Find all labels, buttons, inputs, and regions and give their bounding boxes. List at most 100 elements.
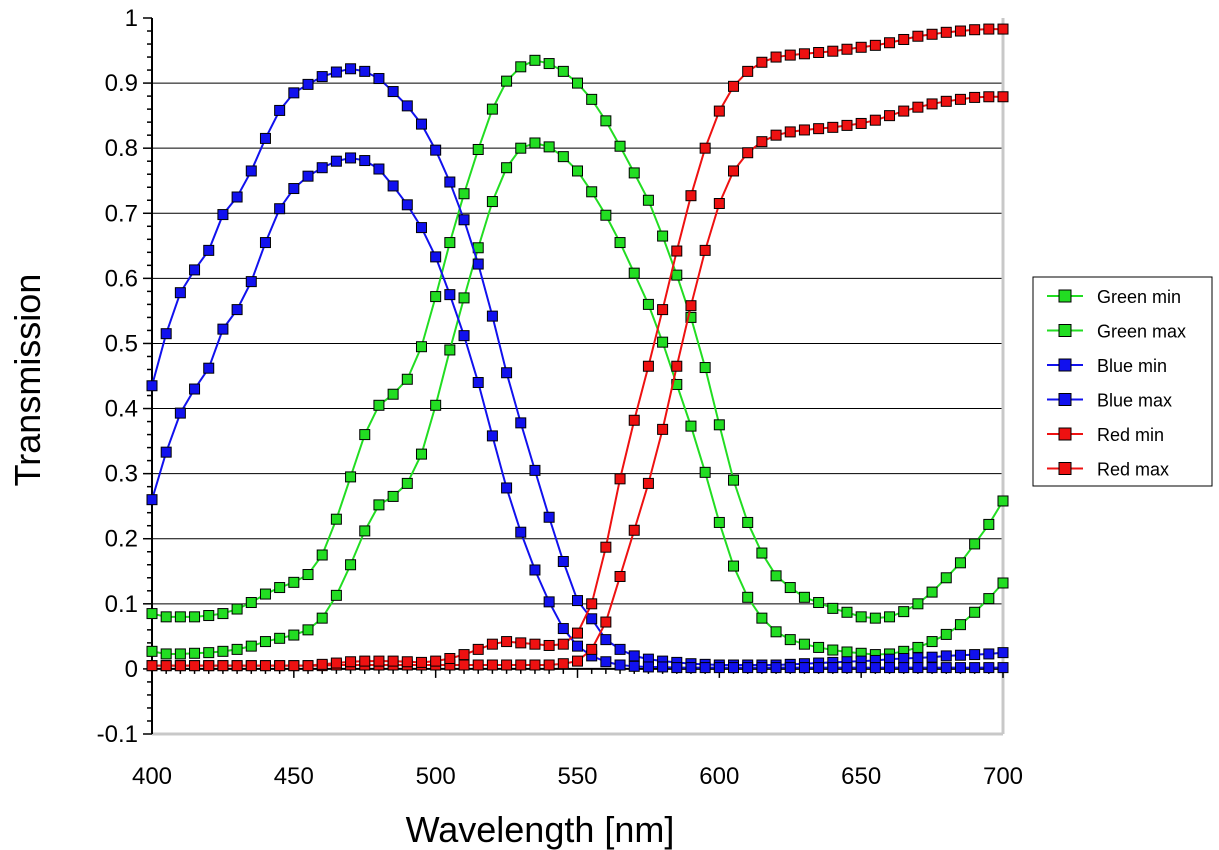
data-point <box>359 655 371 667</box>
data-point <box>174 287 186 299</box>
data-point <box>160 328 172 340</box>
data-point <box>699 662 711 674</box>
data-point <box>387 388 399 400</box>
data-point <box>997 647 1009 659</box>
data-point <box>983 648 995 660</box>
data-point <box>713 419 725 431</box>
data-point <box>543 639 555 651</box>
data-point <box>699 466 711 478</box>
data-point <box>969 24 981 36</box>
data-point <box>642 194 654 206</box>
legend-item: Green min <box>1047 287 1181 307</box>
data-point <box>770 662 782 674</box>
data-point <box>600 209 612 221</box>
legend-label: Red max <box>1097 460 1169 480</box>
data-point <box>430 144 442 156</box>
data-point <box>203 244 215 256</box>
data-point <box>827 644 839 656</box>
data-point <box>869 39 881 51</box>
legend-marker <box>1058 358 1072 372</box>
data-point <box>486 638 498 650</box>
data-point <box>572 77 583 89</box>
data-point <box>798 48 810 60</box>
data-point <box>586 93 598 105</box>
data-point <box>217 209 229 221</box>
data-point <box>557 638 569 650</box>
data-point <box>359 525 371 537</box>
data-point <box>401 100 413 112</box>
data-point <box>969 91 981 103</box>
data-point <box>969 606 981 618</box>
data-point <box>657 336 669 348</box>
data-point <box>217 645 229 657</box>
data-point <box>529 54 541 66</box>
data-point <box>699 362 711 374</box>
data-point <box>997 495 1009 507</box>
data-point <box>259 660 271 672</box>
data-point <box>600 616 612 628</box>
series-blue-max <box>146 152 1009 674</box>
data-point <box>486 310 498 322</box>
data-point <box>642 360 654 372</box>
data-point <box>302 660 314 672</box>
tick-labels: -0.1 0 0.1 0.2 0.3 0.4 0.5 0.6 0.7 0.8 0.9 1 400 450 5… <box>97 5 1023 790</box>
data-point <box>189 647 201 659</box>
data-point <box>345 63 357 75</box>
data-point <box>501 482 513 494</box>
data-point <box>855 117 867 129</box>
data-point <box>274 104 286 116</box>
data-point <box>940 662 952 674</box>
data-point <box>572 655 583 667</box>
data-point <box>529 137 541 149</box>
data-point <box>274 203 286 215</box>
data-point <box>401 373 413 385</box>
data-point <box>969 538 981 550</box>
data-point <box>557 151 569 163</box>
legend-label: Blue max <box>1097 391 1172 411</box>
data-point <box>515 142 527 154</box>
data-point <box>869 662 881 674</box>
data-point <box>898 662 910 674</box>
data-point <box>813 597 825 609</box>
data-point <box>430 251 442 263</box>
data-point <box>302 569 314 581</box>
data-point <box>713 198 725 210</box>
data-point <box>302 78 314 90</box>
data-point <box>245 165 257 177</box>
data-point <box>770 570 782 582</box>
x-tick-label: 700 <box>983 763 1023 790</box>
data-point <box>628 414 640 426</box>
data-point <box>274 660 286 672</box>
data-point <box>912 652 924 664</box>
data-point <box>529 464 541 476</box>
data-point <box>557 623 569 635</box>
data-point <box>784 634 796 646</box>
data-point <box>529 564 541 576</box>
data-point <box>146 645 158 657</box>
data-point <box>954 93 966 105</box>
data-point <box>699 142 711 154</box>
data-point <box>940 26 952 38</box>
legend-item: Blue max <box>1047 391 1172 411</box>
data-point <box>189 264 201 276</box>
data-point <box>713 516 725 528</box>
data-point <box>997 23 1009 35</box>
legend-item: Green max <box>1047 322 1186 342</box>
data-point <box>770 129 782 141</box>
legend-marker <box>1058 462 1072 475</box>
data-point <box>430 291 442 303</box>
data-point <box>288 660 300 672</box>
legend-item: Red min <box>1047 425 1164 445</box>
data-point <box>784 662 796 674</box>
data-point <box>728 474 740 486</box>
data-point <box>288 576 300 588</box>
data-point <box>642 298 654 310</box>
data-point <box>316 162 328 174</box>
data-point <box>245 597 257 609</box>
data-point <box>798 124 810 136</box>
data-point <box>628 650 640 662</box>
data-point <box>770 626 782 638</box>
data-point <box>501 367 513 379</box>
data-point <box>203 660 215 672</box>
data-point <box>245 276 257 288</box>
